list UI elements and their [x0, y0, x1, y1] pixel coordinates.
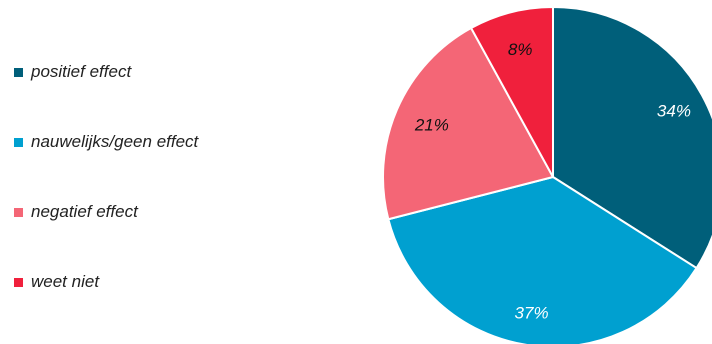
legend-swatch-positief-effect: [14, 67, 23, 77]
legend-swatch-negatief-effect: [14, 207, 23, 217]
pie-slice-3: [382, 26, 555, 221]
pie-slice-2: [387, 175, 698, 344]
legend-label-nauwelijks-geen-effect: nauwelijks/geen effect: [31, 132, 199, 151]
pie-slice-4: [469, 5, 554, 178]
legend-item-negatief-effect: negatief effect: [14, 198, 314, 226]
pie-slice-1: [552, 5, 712, 270]
legend-label-weet-niet: weet niet: [31, 272, 100, 291]
pie-label-2: 37%: [515, 303, 549, 322]
pie-labels: 34% 37% 21% 8%: [414, 40, 691, 322]
legend-swatch-nauwelijks-geen-effect: [14, 137, 23, 147]
legend-label-negatief-effect: negatief effect: [31, 202, 138, 221]
pie-label-1: 34%: [657, 102, 691, 121]
legend-item-nauwelijks-geen-effect: nauwelijks/geen effect: [14, 128, 314, 156]
legend: positief effect nauwelijks/geen effect n…: [14, 58, 314, 338]
legend-item-positief-effect: positief effect: [14, 58, 314, 86]
pie-slices: [382, 5, 712, 344]
legend-swatch-weet-niet: [14, 277, 23, 287]
pie-label-4: 8%: [508, 40, 533, 59]
legend-label-positief-effect: positief effect: [31, 62, 132, 81]
pie-label-3: 21%: [414, 116, 449, 135]
legend-item-weet-niet: weet niet: [14, 268, 314, 296]
